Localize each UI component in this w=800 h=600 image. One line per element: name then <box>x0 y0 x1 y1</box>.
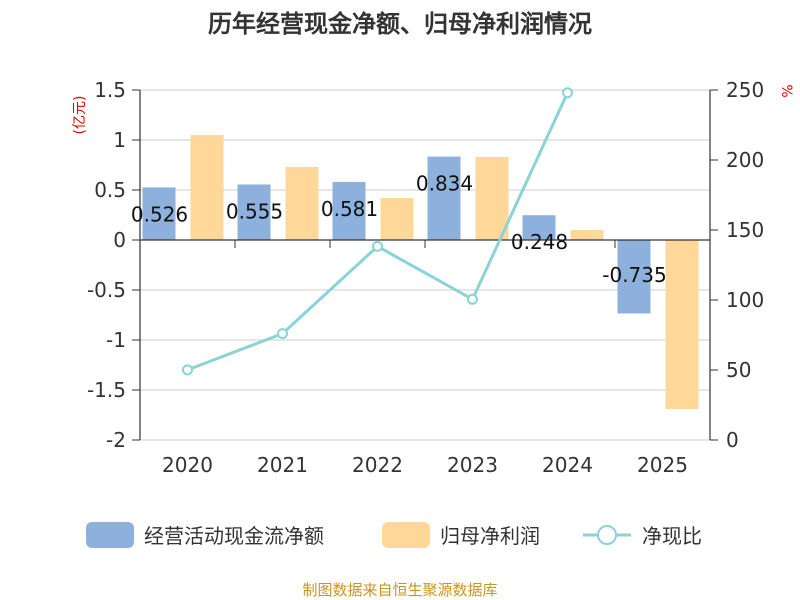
cash-flow-bar <box>617 240 651 314</box>
x-tick-label: 2022 <box>352 453 403 477</box>
cash-flow-data-label: -0.735 <box>602 263 666 287</box>
cash-flow-bar <box>332 181 366 240</box>
left-tick-label: -1 <box>106 328 126 352</box>
cash-flow-data-label: 0.555 <box>226 200 283 224</box>
net-cash-ratio-point <box>562 87 573 99</box>
left-tick-label: -2 <box>106 428 126 452</box>
bars-group <box>142 135 699 409</box>
right-axis-unit: % <box>778 84 794 97</box>
legend-cash-swatch <box>86 522 134 548</box>
cash-flow-data-label: 0.248 <box>511 230 568 254</box>
legend-cash-label: 经营活动现金流净额 <box>144 524 324 548</box>
x-tick-label: 2023 <box>447 453 498 477</box>
net-cash-ratio-point <box>182 364 193 376</box>
net-cash-ratio-point <box>372 240 383 252</box>
net-profit-bar <box>380 198 414 240</box>
net-cash-ratio-point <box>467 293 478 305</box>
cash-flow-bar <box>522 215 556 240</box>
axes-group: -2 -1.5 -1 -0.5 0 0.5 1 1.5 0 50 100 150 200 250 2020 2… <box>87 78 764 477</box>
legend-profit-swatch <box>382 522 430 548</box>
left-tick-label: 0 <box>113 228 126 252</box>
left-tick-label: 0.5 <box>94 178 126 202</box>
cash-flow-bar <box>142 187 176 240</box>
legend: 经营活动现金流净额 归母净利润 净现比 <box>86 522 702 548</box>
cash-flow-data-label: 0.581 <box>321 197 378 221</box>
right-tick-label: 250 <box>726 78 764 102</box>
net-profit-bar <box>190 135 224 240</box>
legend-ratio-marker <box>597 525 617 545</box>
left-tick-label: -1.5 <box>87 378 126 402</box>
right-tick-label: 200 <box>726 148 764 172</box>
right-tick-label: 0 <box>726 428 739 452</box>
cash-flow-data-label: 0.526 <box>131 202 188 226</box>
chart-title: 历年经营现金净额、归母净利润情况 <box>208 10 592 38</box>
legend-ratio-label: 净现比 <box>642 524 702 548</box>
x-tick-label: 2020 <box>162 453 213 477</box>
left-tick-label: -0.5 <box>87 278 126 302</box>
x-tick-label: 2025 <box>637 453 688 477</box>
data-labels-group: 0.526 0.555 0.581 0.834 0.248 -0.735 <box>131 172 667 287</box>
ratio-line-group <box>182 87 573 376</box>
right-tick-label: 150 <box>726 218 764 242</box>
cash-flow-bar <box>237 184 271 240</box>
net-profit-bar <box>570 230 604 240</box>
right-tick-label: 100 <box>726 288 764 312</box>
cash-flow-bar <box>427 156 461 240</box>
x-tick-label: 2024 <box>542 453 593 477</box>
net-profit-bar <box>665 240 699 409</box>
net-profit-bar <box>285 167 319 240</box>
source-note: 制图数据来自恒生聚源数据库 <box>302 581 497 599</box>
net-cash-ratio-point <box>277 328 288 340</box>
left-tick-label: 1 <box>113 128 126 152</box>
legend-profit-label: 归母净利润 <box>440 524 540 548</box>
net-profit-bar <box>475 157 509 240</box>
cash-flow-data-label: 0.834 <box>416 172 473 196</box>
left-tick-label: 1.5 <box>94 78 126 102</box>
right-tick-label: 50 <box>726 358 751 382</box>
left-axis-unit: (亿元) <box>72 96 88 135</box>
x-tick-label: 2021 <box>257 453 308 477</box>
